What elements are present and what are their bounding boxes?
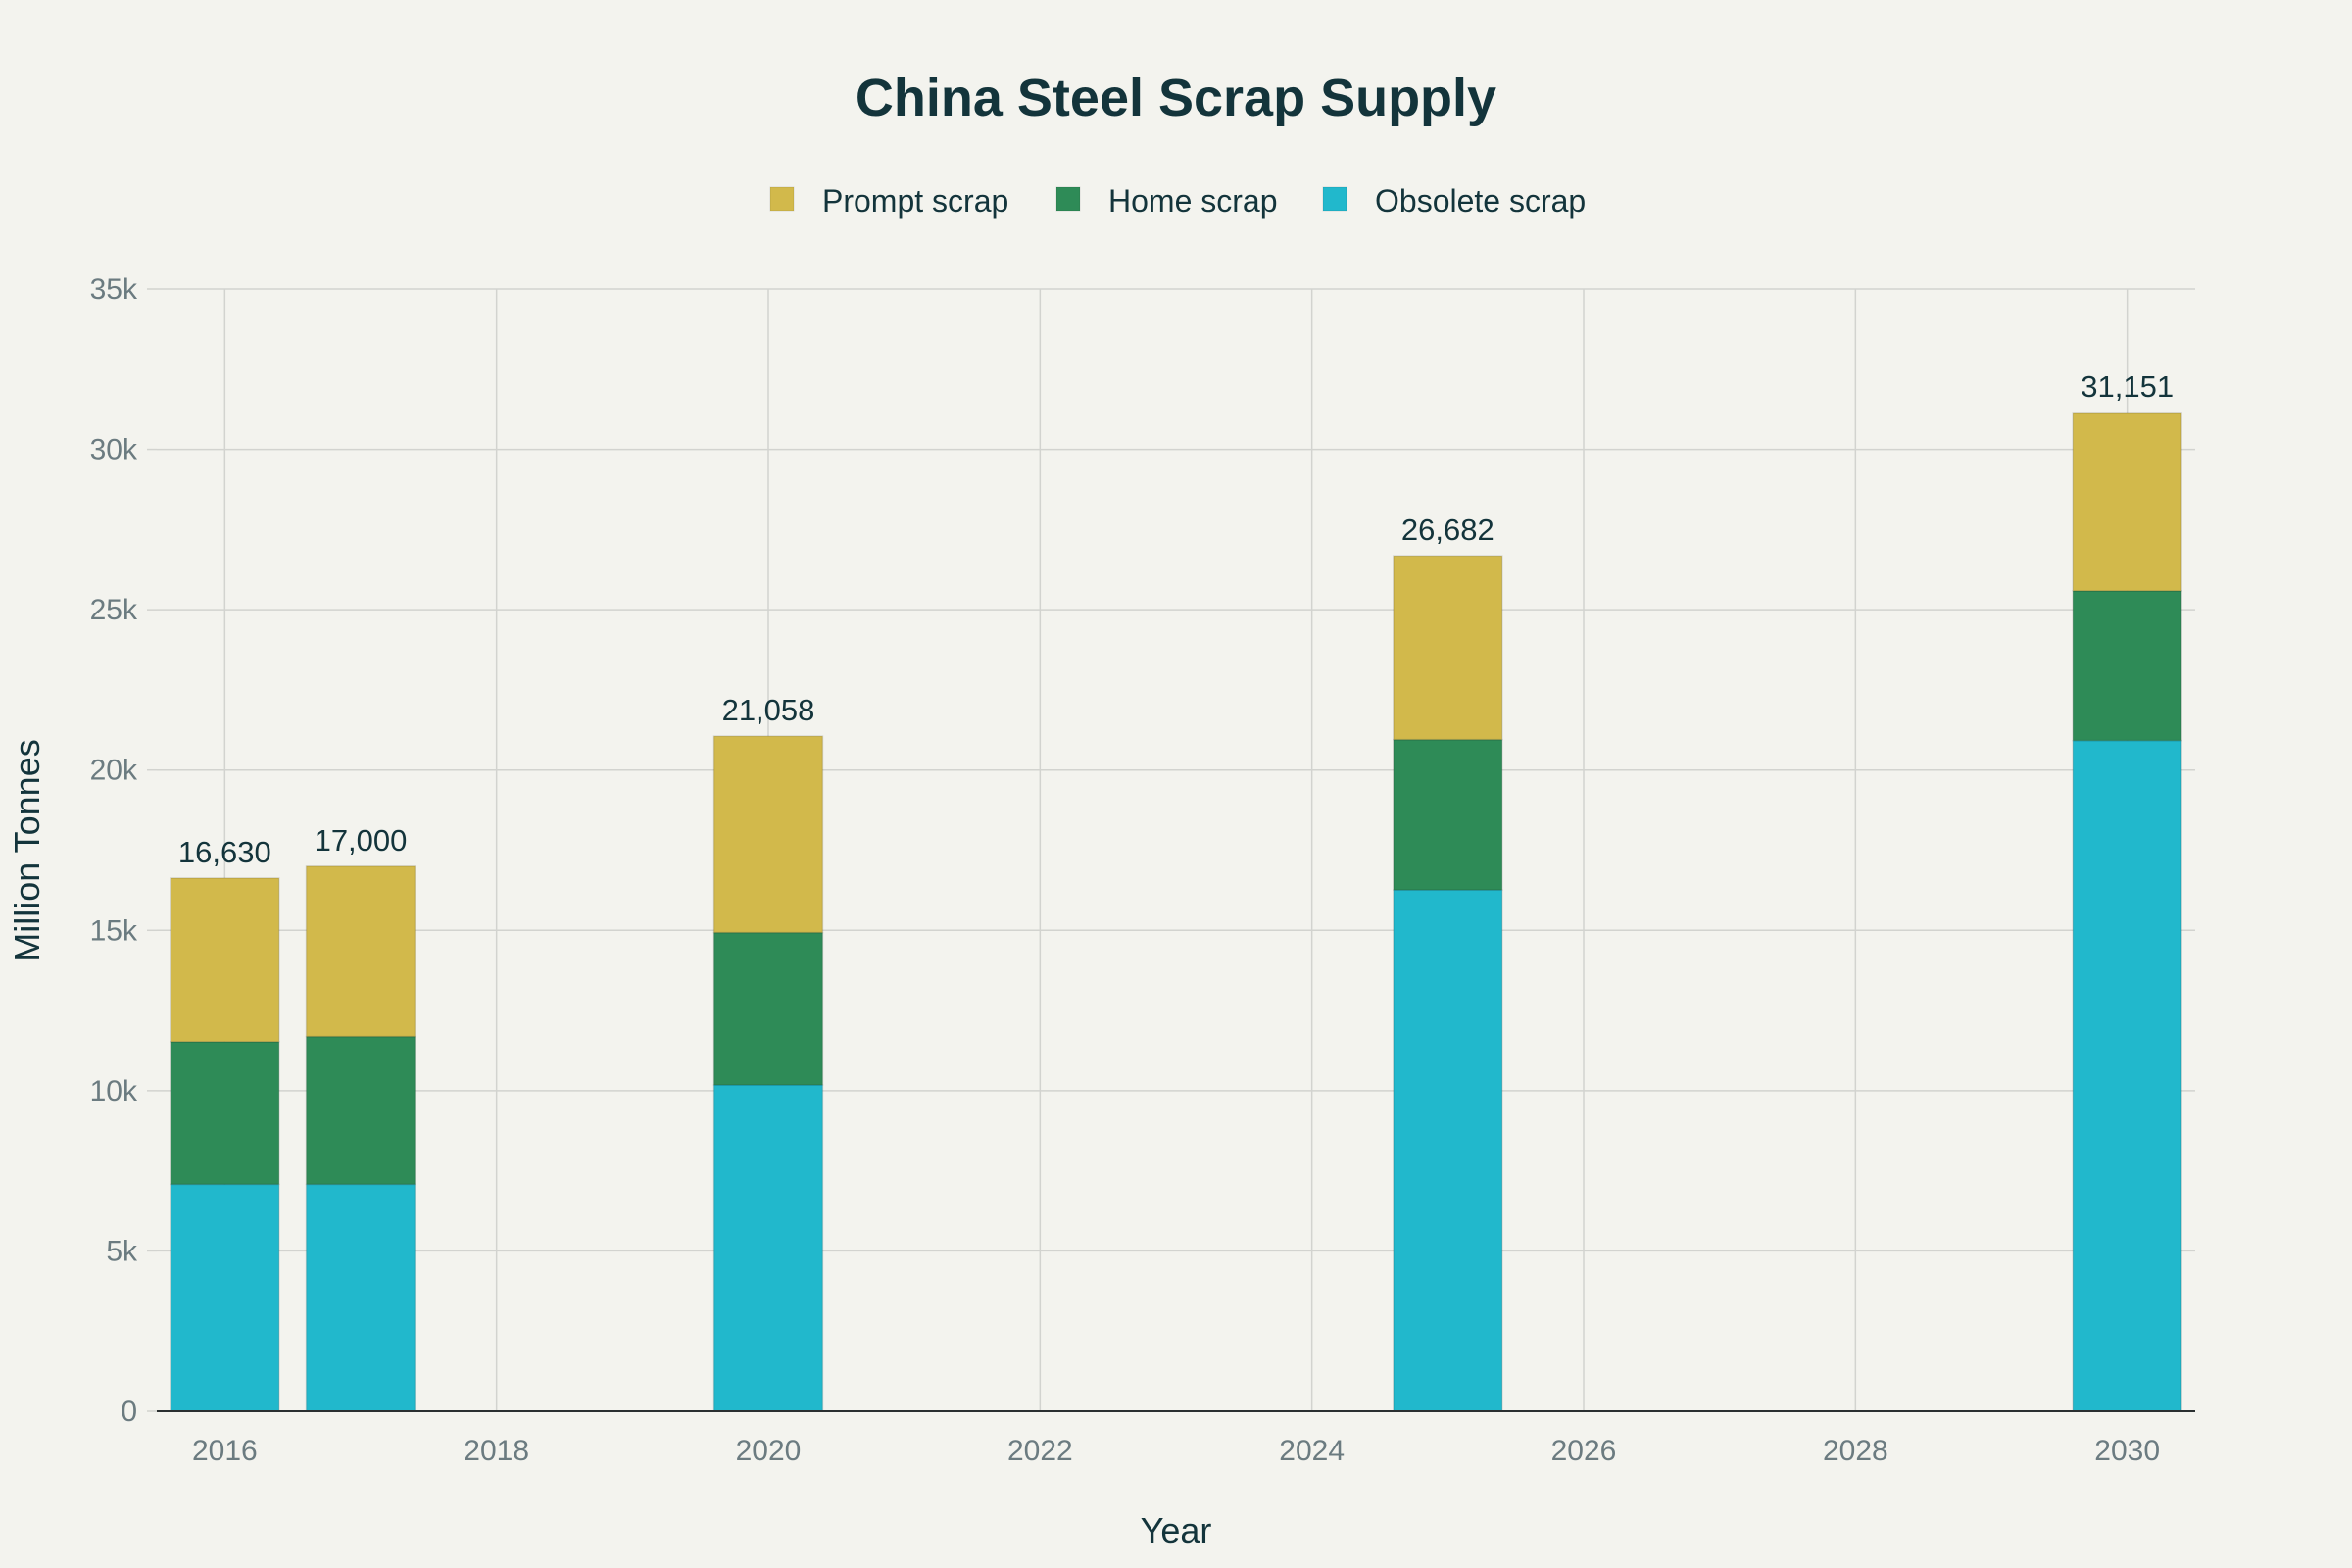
legend: Prompt scrap Home scrap Obsolete scrap bbox=[769, 183, 1586, 219]
x-tick-label: 2030 bbox=[2094, 1435, 2160, 1467]
bar-home-scrap-2025 bbox=[1393, 738, 1503, 891]
x-tick-label: 2020 bbox=[736, 1435, 802, 1467]
total-label-2017: 17,000 bbox=[315, 823, 408, 858]
chart-title: China Steel Scrap Supply bbox=[856, 69, 1496, 127]
y-tick-label: 15k bbox=[90, 914, 138, 947]
bar-prompt-scrap-2020 bbox=[712, 735, 824, 934]
bar-home-scrap-2030 bbox=[2072, 590, 2182, 742]
legend-label-obsolete-scrap: Obsolete scrap bbox=[1375, 183, 1586, 219]
bar-prompt-scrap-2025 bbox=[1393, 555, 1503, 741]
bar-obsolete-scrap-2017 bbox=[305, 1183, 416, 1412]
bar-home-scrap-2020 bbox=[712, 931, 824, 1086]
y-axis-title: Million Tonnes bbox=[7, 739, 47, 961]
total-label-2025: 26,682 bbox=[1401, 513, 1494, 547]
y-tick-label: 0 bbox=[121, 1396, 137, 1428]
x-tick-label: 2018 bbox=[464, 1435, 529, 1467]
x-tick-label: 2024 bbox=[1279, 1435, 1345, 1467]
x-axis-title: Year bbox=[1141, 1510, 1212, 1550]
bar-prompt-scrap-2016 bbox=[170, 877, 280, 1043]
bar-obsolete-scrap-2016 bbox=[170, 1183, 280, 1412]
y-tick-label: 30k bbox=[90, 434, 138, 466]
legend-swatch-prompt-scrap bbox=[769, 186, 795, 212]
total-labels: 16,630 17,000 21,058 26,682 31,151 bbox=[178, 369, 2174, 869]
bars bbox=[170, 412, 2182, 1412]
bar-prompt-scrap-2017 bbox=[305, 865, 416, 1038]
legend-label-home-scrap: Home scrap bbox=[1108, 183, 1278, 219]
total-label-2020: 21,058 bbox=[722, 693, 815, 727]
x-tick-label: 2022 bbox=[1007, 1435, 1073, 1467]
y-tick-label: 20k bbox=[90, 755, 138, 787]
x-tick-label: 2028 bbox=[1823, 1435, 1888, 1467]
bar-obsolete-scrap-2030 bbox=[2072, 739, 2182, 1412]
axes: 0 5k 10k 15k 20k 25k 30k 35k 2016 2018 2020 2022 202… bbox=[90, 273, 2195, 1467]
y-tick-label: 25k bbox=[90, 594, 138, 626]
bar-obsolete-scrap-2025 bbox=[1393, 889, 1503, 1412]
total-label-2016: 16,630 bbox=[178, 835, 271, 869]
legend-label-prompt-scrap: Prompt scrap bbox=[822, 183, 1008, 219]
bar-obsolete-scrap-2020 bbox=[712, 1084, 824, 1412]
y-tick-label: 5k bbox=[106, 1235, 138, 1267]
y-tick-label: 35k bbox=[90, 273, 138, 306]
total-label-2030: 31,151 bbox=[2081, 369, 2174, 404]
bar-home-scrap-2017 bbox=[305, 1035, 416, 1186]
legend-swatch-obsolete-scrap bbox=[1322, 186, 1348, 212]
grid bbox=[147, 288, 2195, 1412]
bar-home-scrap-2016 bbox=[170, 1041, 280, 1186]
x-tick-label: 2026 bbox=[1551, 1435, 1617, 1467]
legend-swatch-home-scrap bbox=[1055, 186, 1081, 212]
y-tick-label: 10k bbox=[90, 1075, 138, 1107]
x-tick-label: 2016 bbox=[192, 1435, 258, 1467]
bar-prompt-scrap-2030 bbox=[2072, 412, 2182, 592]
